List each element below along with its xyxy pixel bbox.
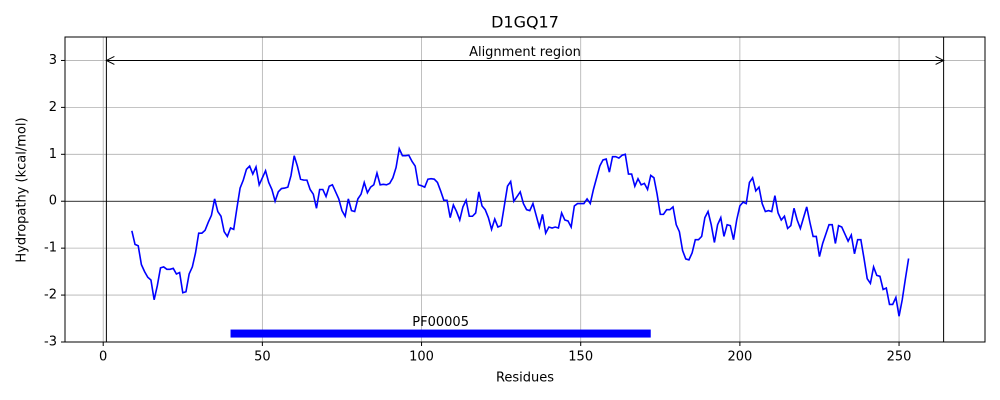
y-tick-label: -2 (44, 288, 57, 303)
alignment-label: Alignment region (469, 45, 581, 60)
domain-label: PF00005 (412, 315, 469, 330)
y-tick-label: 2 (49, 100, 57, 115)
y-tick-label: 1 (49, 147, 57, 162)
x-tick-label: 50 (254, 350, 271, 365)
x-tick-label: 0 (99, 350, 107, 365)
x-axis-label: Residues (496, 371, 554, 386)
plot-frame (64, 36, 986, 343)
chart-title: D1GQ17 (491, 13, 559, 32)
x-tick-label: 100 (409, 350, 434, 365)
y-tick-label: -3 (44, 335, 57, 350)
y-tick-label: 0 (49, 194, 57, 209)
x-tick-label: 250 (887, 350, 912, 365)
x-tick-label: 150 (568, 350, 593, 365)
x-tick-label: 200 (727, 350, 752, 365)
y-tick-label: 3 (49, 53, 57, 68)
domain-bar (230, 329, 651, 338)
y-axis-label: Hydropathy (kcal/mol) (15, 117, 30, 262)
hydropathy-line (131, 145, 910, 317)
y-tick-label: -1 (44, 241, 57, 256)
